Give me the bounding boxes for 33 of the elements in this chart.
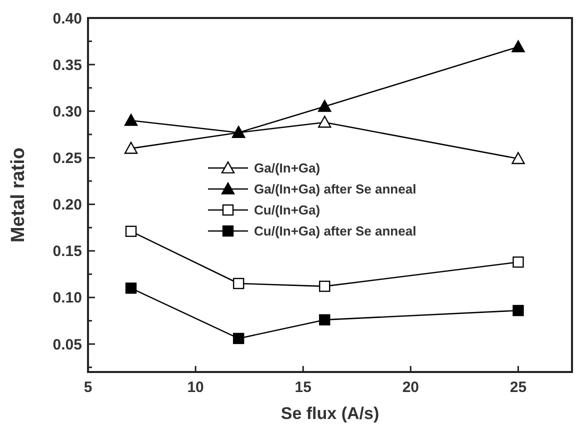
- point: [124, 142, 138, 154]
- point: [319, 314, 330, 326]
- y-tick-label: 0.15: [52, 243, 82, 260]
- point: [512, 40, 525, 52]
- legend-label: Ga/(In+Ga) after Se anneal: [254, 182, 416, 197]
- point: [125, 282, 137, 294]
- point: [124, 114, 138, 126]
- y-tick-label: 0.05: [52, 336, 82, 354]
- point: [512, 152, 525, 164]
- y-tick-label: 0.35: [52, 56, 82, 74]
- y-axis-title: Metal ratio: [8, 147, 29, 243]
- x-axis-title: Se flux (A/s): [280, 404, 380, 423]
- x-tick-label: 15: [294, 379, 312, 396]
- x-tick-label: 5: [84, 379, 92, 396]
- y-tick-label: 0.10: [52, 290, 82, 307]
- point: [319, 280, 330, 292]
- x-tick-label: 25: [510, 379, 527, 396]
- point: [318, 116, 332, 128]
- legend-label: Cu/(In+Ga): [254, 202, 320, 218]
- point: [125, 226, 137, 237]
- point: [512, 304, 524, 316]
- legend-label: Cu/(In+Ga) after Se anneal: [254, 224, 416, 239]
- point: [232, 332, 244, 344]
- y-tick-label: 0.30: [52, 103, 82, 120]
- point: [512, 256, 524, 268]
- y-tick-label: 0.40: [52, 10, 82, 28]
- legend-label: Ga/(In+Ga): [254, 160, 320, 176]
- y-tick-label: 0.20: [52, 196, 82, 214]
- point: [232, 278, 244, 290]
- point: [318, 100, 332, 112]
- x-tick-label: 10: [187, 379, 204, 396]
- y-tick-label: 0.25: [52, 150, 82, 167]
- x-tick-label: 20: [402, 379, 420, 396]
